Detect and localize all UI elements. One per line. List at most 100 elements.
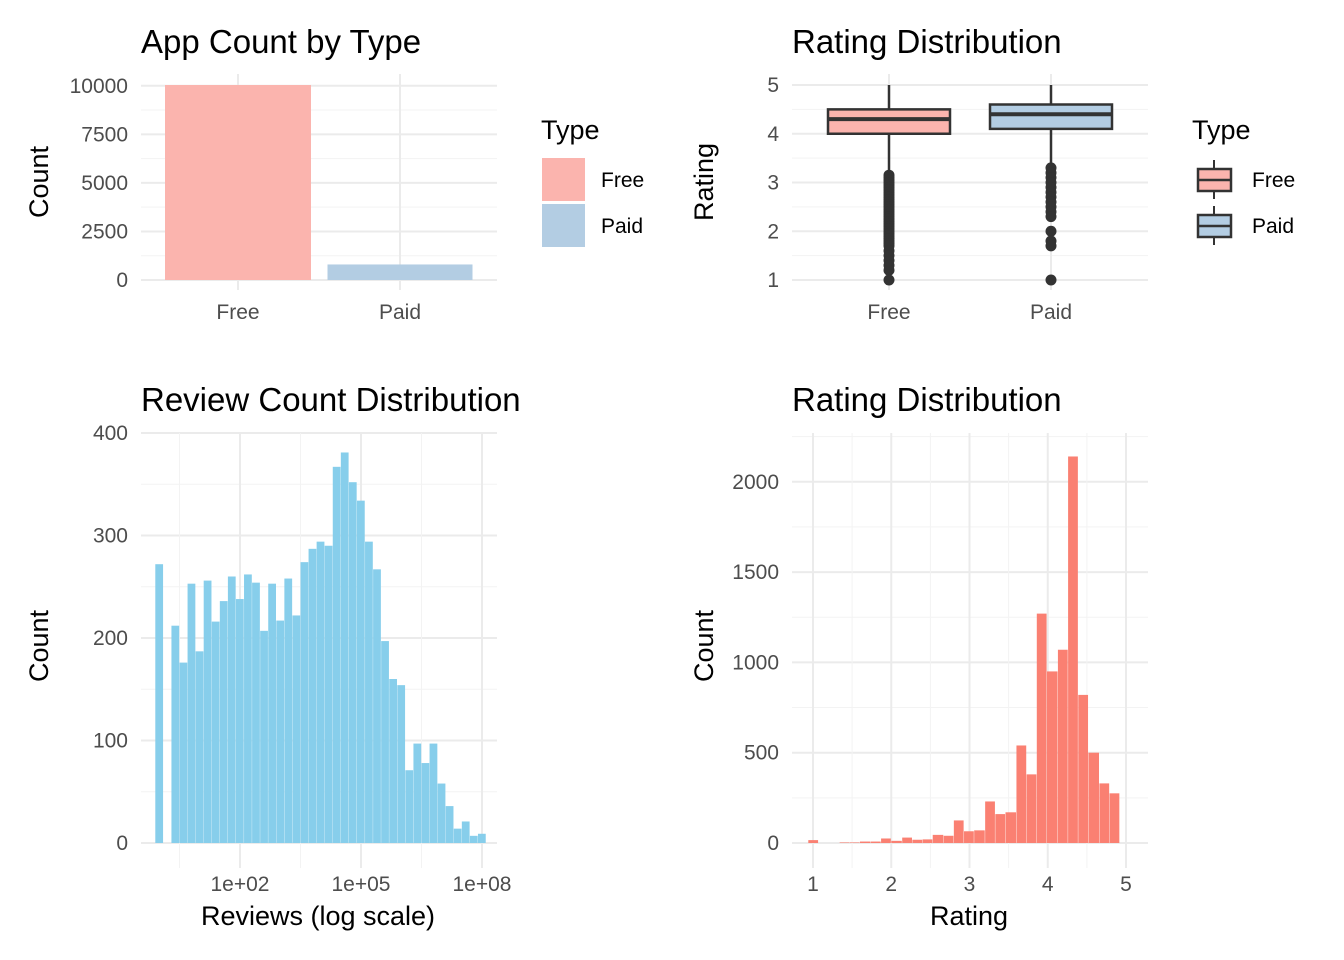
hist-bar xyxy=(187,583,196,843)
panel-1-title: App Count by Type xyxy=(141,23,421,60)
hist-bar xyxy=(953,820,964,843)
x-tick-label: 5 xyxy=(1120,873,1132,896)
hist-bar xyxy=(211,621,220,843)
x-tick-label: 1 xyxy=(807,873,819,896)
outlier-point xyxy=(1045,211,1057,223)
outlier-point xyxy=(883,264,895,276)
hist-bar xyxy=(870,841,881,843)
y-tick-label: 2500 xyxy=(81,220,128,243)
hist-bar xyxy=(1068,456,1078,843)
panel-2-legend-title: Type xyxy=(1192,115,1251,145)
y-tick-label: 0 xyxy=(116,832,128,855)
hist-bar xyxy=(1036,613,1047,843)
hist-bar xyxy=(974,830,985,843)
hist-bar xyxy=(985,801,995,843)
y-tick-label: 5 xyxy=(767,74,779,97)
hist-bar xyxy=(1046,671,1058,843)
panel-4-xlabel: Rating xyxy=(930,901,1008,931)
hist-bar xyxy=(195,651,204,843)
hist-bar xyxy=(373,569,381,843)
x-tick-label: 2 xyxy=(885,873,897,896)
x-tick-label: Free xyxy=(867,301,910,324)
hist-bar xyxy=(859,841,871,843)
hist-bar xyxy=(964,831,974,843)
y-tick-label: 1 xyxy=(767,269,779,292)
hist-bar xyxy=(902,837,912,843)
box-paid xyxy=(988,85,1114,286)
hist-bar xyxy=(932,834,944,843)
x-tick-label: Paid xyxy=(379,301,421,324)
y-tick-label: 400 xyxy=(93,422,128,445)
panel-review-hist: Review Count Distribution 0 100 200 300 400 1… xyxy=(24,381,521,931)
y-tick-label: 3 xyxy=(767,172,779,195)
panel-1-legend: Type Free Paid xyxy=(541,115,644,247)
x-tick-label: 4 xyxy=(1042,873,1054,896)
hist-bar xyxy=(839,842,850,843)
y-tick-label: 10000 xyxy=(70,75,128,98)
hist-bar xyxy=(881,838,891,843)
hist-bar xyxy=(445,806,454,843)
panel-app-count: App Count by Type 0 2500 5000 7500 10000 Free… xyxy=(24,23,644,324)
hist-bar xyxy=(340,452,349,843)
outlier-point xyxy=(883,274,895,286)
y-tick-label: 200 xyxy=(93,627,128,650)
hist-bar xyxy=(308,548,317,843)
x-tick-label: 1e+02 xyxy=(211,873,270,896)
hist-bar xyxy=(244,574,252,843)
hist-bar xyxy=(389,679,397,843)
panel-3-title: Review Count Distribution xyxy=(141,381,521,418)
hist-bar xyxy=(332,466,341,843)
hist-bar xyxy=(1099,783,1110,843)
panel-4-ylabel: Count xyxy=(689,609,719,682)
hist-bar xyxy=(381,641,389,843)
hist-bar xyxy=(276,620,285,843)
legend-label: Free xyxy=(1252,169,1295,192)
box-body xyxy=(826,108,952,135)
hist-bar xyxy=(477,833,486,843)
legend-key-paid xyxy=(542,204,585,247)
hist-bar xyxy=(429,743,438,843)
hist-bar xyxy=(171,625,180,843)
bar-paid xyxy=(327,264,473,280)
legend-label: Paid xyxy=(601,215,643,238)
hist-bar xyxy=(461,821,470,843)
hist-bar xyxy=(179,662,188,843)
outlier-point xyxy=(1045,274,1057,286)
legend-key-free xyxy=(1196,160,1233,199)
hist-bar xyxy=(300,562,309,843)
hist-bar xyxy=(1078,694,1089,843)
bar-free xyxy=(165,85,311,280)
hist-bar xyxy=(324,545,333,843)
hist-bar xyxy=(348,482,357,843)
hist-bar xyxy=(365,541,373,843)
x-tick-label: Paid xyxy=(1030,301,1072,324)
y-tick-label: 0 xyxy=(767,832,779,855)
panel-2-title: Rating Distribution xyxy=(792,23,1062,60)
legend-key-free xyxy=(542,158,585,201)
hist-bar xyxy=(203,580,212,843)
hist-bar xyxy=(912,839,923,843)
hist-bar xyxy=(1026,774,1037,843)
x-tick-label: Free xyxy=(216,301,259,324)
hist-bar xyxy=(1005,812,1017,843)
hist-bar xyxy=(260,630,268,843)
box-free xyxy=(826,85,952,286)
hist-bar xyxy=(356,500,365,843)
panel-4-title: Rating Distribution xyxy=(792,381,1062,418)
hist-bar xyxy=(943,835,954,843)
hist-bar xyxy=(397,685,406,843)
panel-rating-hist: Rating Distribution 0 500 1000 1500 2000 1 2 3 4… xyxy=(689,381,1148,931)
hist-bar xyxy=(155,564,164,843)
hist-bar xyxy=(1109,793,1120,843)
hist-bar xyxy=(995,814,1006,843)
hist-bar xyxy=(849,842,860,843)
hist-bar xyxy=(437,783,446,843)
legend-key-paid xyxy=(1196,206,1233,245)
hist-bar xyxy=(421,763,430,843)
x-tick-label: 3 xyxy=(964,873,976,896)
hist-bar xyxy=(922,839,933,843)
panel-2-legend: Type Free Paid xyxy=(1192,115,1295,245)
y-tick-label: 7500 xyxy=(81,123,128,146)
